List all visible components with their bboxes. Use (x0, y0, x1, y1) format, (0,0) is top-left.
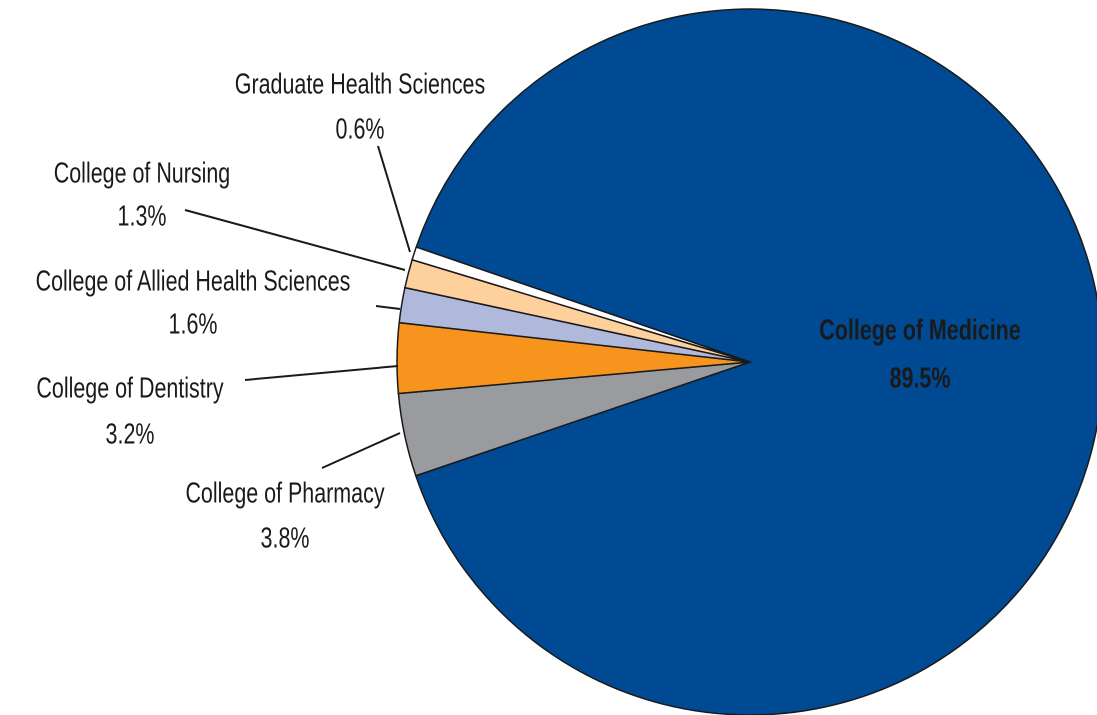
value-label: 0.6% (336, 114, 385, 146)
category-label: College of Pharmacy (185, 478, 384, 510)
leader-line (321, 432, 401, 469)
value-label: 3.2% (106, 419, 155, 451)
value-label: 1.6% (169, 309, 218, 341)
category-label: College of Dentistry (36, 373, 223, 405)
value-label: 3.8% (261, 523, 310, 555)
pie (396, 8, 1097, 715)
leader-line (244, 365, 399, 381)
category-label: College of Nursing (54, 158, 230, 190)
pie-slice (411, 246, 751, 363)
leader-line (184, 209, 406, 271)
value-label: 89.5% (890, 363, 951, 395)
leader-line (375, 305, 401, 310)
category-label: College of Allied Health Sciences (36, 266, 351, 298)
labels: College of Medicine 89.5% College of Pharm… (36, 69, 1021, 555)
leader-line (377, 145, 411, 253)
value-label: 1.3% (118, 201, 167, 233)
category-label: College of Medicine (819, 315, 1020, 347)
pie-slice (414, 8, 1097, 715)
category-label: Graduate Health Sciences (235, 69, 485, 101)
